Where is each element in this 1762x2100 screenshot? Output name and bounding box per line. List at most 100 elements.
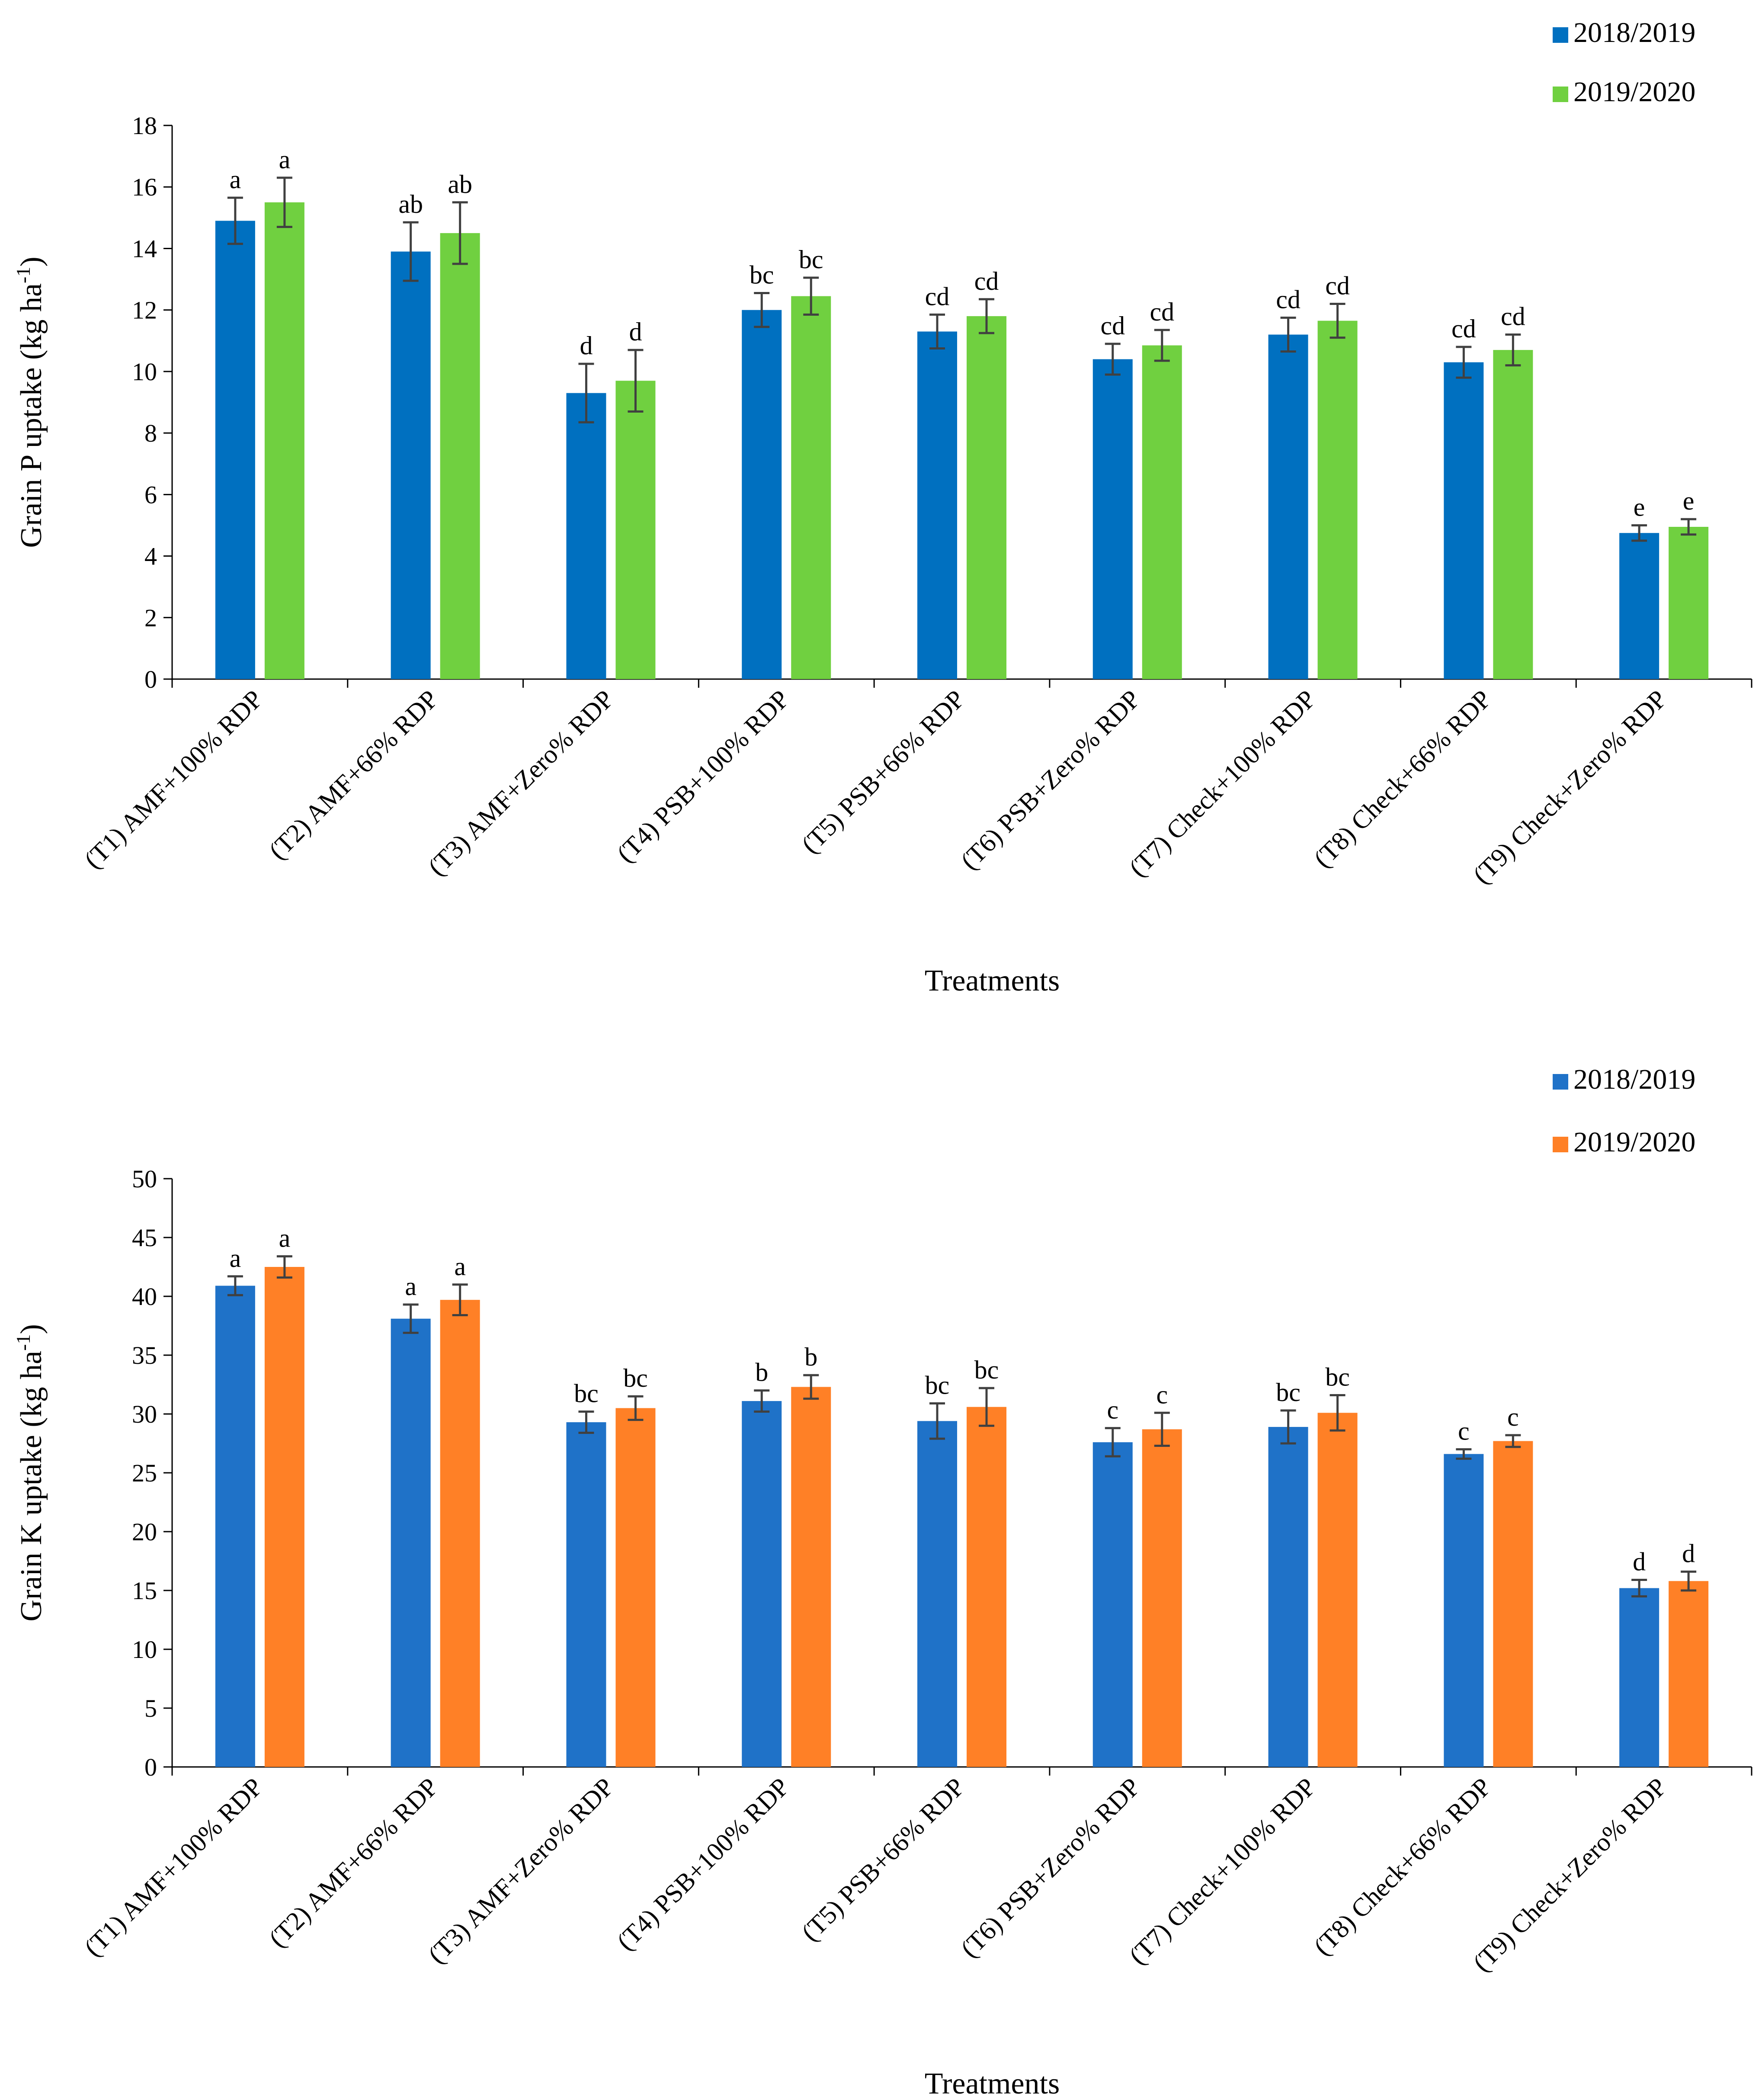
bar <box>1493 350 1533 679</box>
y-tick-label: 2 <box>144 604 157 632</box>
y-tick-label: 14 <box>132 234 157 263</box>
y-tick-label: 10 <box>132 358 157 386</box>
y-tick-label: 10 <box>132 1635 157 1664</box>
bar <box>1142 1429 1182 1767</box>
bar <box>264 1267 304 1767</box>
bar <box>391 1318 431 1767</box>
bar <box>1092 1442 1133 1767</box>
x-category-label: (T5) PSB+66% RDP <box>796 1773 970 1947</box>
bar <box>615 1408 656 1767</box>
bar <box>917 331 957 679</box>
significance-label: bc <box>750 261 774 289</box>
significance-label: cd <box>1100 311 1125 340</box>
y-tick-label: 35 <box>132 1341 157 1369</box>
bar <box>1142 345 1182 679</box>
bar <box>967 1407 1006 1767</box>
bar <box>615 381 656 679</box>
significance-label: bc <box>623 1364 648 1392</box>
x-category-label: (T9) Check+Zero% RDP <box>1467 1773 1672 1978</box>
x-category-label: (T2) AMF+66% RDP <box>263 685 444 865</box>
x-category-label: (T8) Check+66% RDP <box>1308 1773 1497 1961</box>
chart-2: 0 5 10 15 20 25 30 35 40 45 50 a a (T1) AMF+100% RDP a… <box>12 1064 1752 2100</box>
significance-label: b <box>755 1358 768 1387</box>
bar <box>742 310 782 679</box>
significance-label: bc <box>1325 1363 1350 1391</box>
y-tick-label: 30 <box>132 1400 157 1428</box>
y-axis-title-end: ) <box>15 1324 48 1334</box>
x-category-label: (T4) PSB+100% RDP <box>611 685 795 868</box>
y-axis-title: Grain P uptake (kg ha-1) <box>12 256 48 548</box>
bar <box>1444 1454 1484 1767</box>
significance-label: ab <box>448 170 472 199</box>
y-axis-title-main: Grain P uptake (kg ha <box>15 283 48 548</box>
bar <box>1493 1441 1533 1767</box>
bar <box>791 1387 831 1767</box>
x-category-label: (T6) PSB+Zero% RDP <box>955 685 1146 875</box>
bar <box>1317 321 1358 679</box>
significance-label: a <box>279 1224 291 1253</box>
significance-label: e <box>1634 493 1645 521</box>
y-tick-label: 40 <box>132 1282 157 1311</box>
y-tick-label: 0 <box>144 1753 157 1781</box>
x-category-label: (T1) AMF+100% RDP <box>79 685 268 874</box>
significance-label: cd <box>1150 298 1174 326</box>
significance-label: d <box>580 331 593 360</box>
bar <box>1444 362 1484 679</box>
bar <box>1619 533 1659 679</box>
bar <box>1268 1427 1308 1767</box>
bar <box>391 251 431 679</box>
bar <box>1317 1413 1358 1767</box>
legend-swatch <box>1553 1074 1568 1090</box>
significance-label: d <box>1633 1548 1646 1576</box>
y-tick-label: 25 <box>132 1459 157 1487</box>
x-category-label: (T7) Check+100% RDP <box>1124 1773 1321 1970</box>
y-tick-label: 0 <box>144 665 157 693</box>
significance-label: a <box>279 145 291 174</box>
y-tick-label: 12 <box>132 296 157 324</box>
bar <box>264 202 304 679</box>
y-axis-title-superscript: -1 <box>12 1334 34 1351</box>
significance-label: c <box>1107 1396 1118 1424</box>
x-category-label: (T5) PSB+66% RDP <box>796 685 970 859</box>
significance-label: bc <box>974 1356 999 1384</box>
bar <box>1619 1588 1659 1767</box>
bar <box>1268 334 1308 679</box>
significance-label: cd <box>1451 314 1476 343</box>
legend-label: 2018/2019 <box>1573 1064 1695 1095</box>
significance-label: a <box>230 165 241 194</box>
significance-label: a <box>405 1272 416 1301</box>
bar <box>791 296 831 679</box>
significance-label: c <box>1458 1417 1470 1446</box>
bar <box>215 221 255 679</box>
significance-label: b <box>804 1343 817 1371</box>
bar <box>967 316 1006 679</box>
significance-label: ab <box>398 190 423 218</box>
bar <box>440 1300 480 1767</box>
bar <box>742 1401 782 1767</box>
y-tick-label: 45 <box>132 1224 157 1252</box>
legend-swatch <box>1553 1137 1568 1152</box>
significance-label: cd <box>925 282 950 311</box>
y-tick-label: 5 <box>144 1694 157 1722</box>
y-axis-title: Grain K uptake (kg ha-1) <box>12 1324 48 1622</box>
y-tick-label: 15 <box>132 1577 157 1605</box>
y-tick-label: 8 <box>144 419 157 447</box>
x-category-label: (T3) AMF+Zero% RDP <box>423 685 619 882</box>
significance-label: a <box>454 1252 466 1281</box>
y-axis-title-superscript: -1 <box>12 267 34 283</box>
legend-label: 2019/2020 <box>1573 1126 1695 1158</box>
significance-label: bc <box>1276 1378 1301 1407</box>
significance-label: e <box>1683 487 1695 515</box>
y-tick-label: 4 <box>144 542 157 571</box>
x-category-label: (T3) AMF+Zero% RDP <box>423 1773 619 1969</box>
significance-label: cd <box>1501 302 1525 331</box>
y-tick-label: 20 <box>132 1518 157 1546</box>
x-category-label: (T1) AMF+100% RDP <box>79 1773 268 1962</box>
x-axis-title: Treatments <box>925 2067 1060 2100</box>
x-category-label: (T2) AMF+66% RDP <box>263 1773 444 1953</box>
y-axis-title-main: Grain K uptake (kg ha <box>15 1351 48 1622</box>
significance-label: c <box>1156 1380 1168 1409</box>
bar <box>215 1286 255 1767</box>
